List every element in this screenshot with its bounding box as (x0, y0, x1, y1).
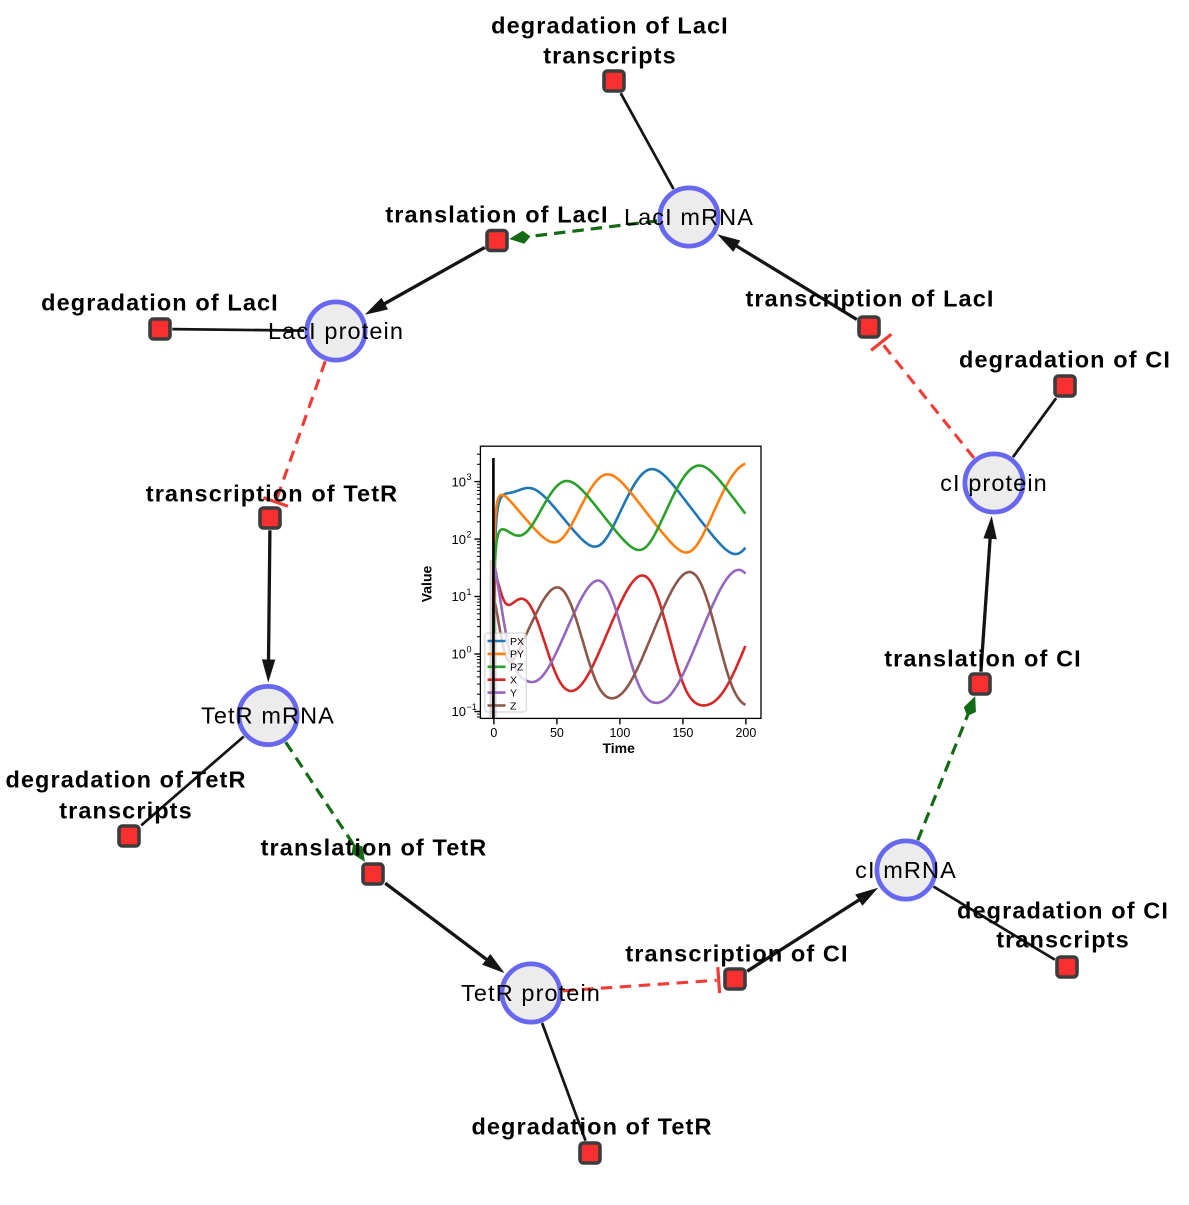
svg-text:200: 200 (735, 726, 756, 740)
svg-text:2: 2 (467, 530, 472, 540)
svg-text:0: 0 (490, 726, 497, 740)
svg-text:transcripts: transcripts (543, 43, 677, 69)
svg-text:1: 1 (467, 587, 472, 597)
svg-text:10: 10 (452, 589, 466, 604)
svg-text:10: 10 (452, 647, 466, 662)
svg-text:degradation of TetR: degradation of TetR (5, 767, 246, 793)
svg-text:cI protein: cI protein (940, 470, 1048, 496)
svg-text:TetR mRNA: TetR mRNA (201, 703, 335, 729)
svg-text:50: 50 (550, 726, 564, 740)
svg-text:Time: Time (602, 740, 635, 756)
svg-text:10: 10 (452, 474, 466, 489)
svg-text:150: 150 (672, 726, 693, 740)
svg-text:3: 3 (467, 472, 472, 482)
svg-text:100: 100 (609, 726, 630, 740)
svg-text:degradation of CI: degradation of CI (957, 898, 1169, 924)
svg-text:degradation of CI: degradation of CI (959, 347, 1171, 373)
svg-text:translation of LacI: translation of LacI (385, 202, 608, 228)
svg-text:TetR protein: TetR protein (461, 980, 601, 1006)
svg-text:transcription of CI: transcription of CI (625, 941, 848, 967)
svg-text:LacI protein: LacI protein (268, 318, 404, 344)
svg-text:LacI mRNA: LacI mRNA (624, 204, 754, 230)
svg-text:PX: PX (510, 636, 524, 648)
svg-text:translation of TetR: translation of TetR (261, 835, 488, 861)
svg-text:transcription of LacI: transcription of LacI (746, 286, 995, 312)
svg-text:transcription of TetR: transcription of TetR (146, 481, 398, 507)
svg-text:Value: Value (419, 566, 435, 603)
svg-text:−1: −1 (467, 702, 477, 712)
svg-text:transcripts: transcripts (59, 798, 193, 824)
svg-text:Z: Z (510, 700, 517, 712)
svg-text:0: 0 (467, 645, 472, 655)
svg-text:translation of CI: translation of CI (884, 646, 1082, 672)
svg-text:cI mRNA: cI mRNA (855, 857, 957, 883)
svg-text:degradation of TetR: degradation of TetR (471, 1114, 712, 1140)
svg-text:X: X (510, 675, 517, 687)
svg-text:10: 10 (452, 704, 466, 719)
svg-text:transcripts: transcripts (996, 927, 1130, 953)
svg-text:10: 10 (452, 532, 466, 547)
svg-text:degradation of LacI: degradation of LacI (41, 290, 279, 316)
svg-text:PZ: PZ (510, 662, 524, 674)
svg-text:degradation of LacI: degradation of LacI (491, 13, 729, 39)
svg-text:PY: PY (510, 649, 524, 661)
svg-text:Y: Y (510, 687, 517, 699)
